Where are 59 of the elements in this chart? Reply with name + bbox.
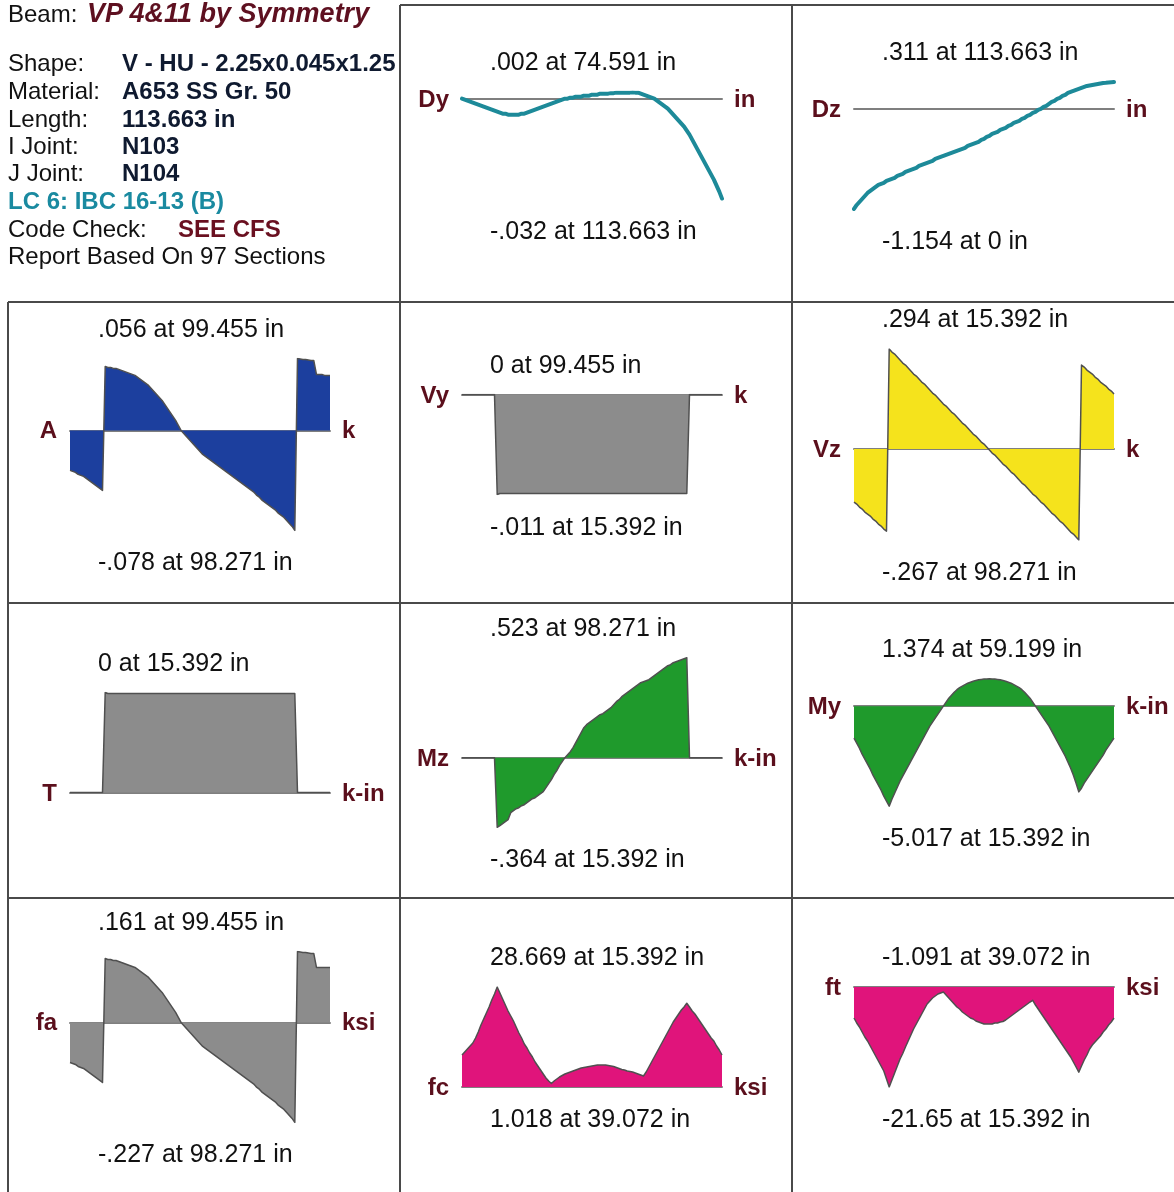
y2-axis-title: k-in bbox=[734, 743, 777, 772]
y2-axis-title: k bbox=[1126, 435, 1140, 463]
text: -.227 at 98.271 in bbox=[98, 1139, 293, 1168]
text: -.011 at 15.392 in bbox=[490, 511, 683, 540]
text: Report Based On 97 Sections bbox=[8, 242, 326, 270]
y2-axis-title: k-in bbox=[342, 778, 385, 807]
text: .311 at 113.663 in bbox=[882, 36, 1079, 66]
text: Length: bbox=[8, 105, 89, 133]
text: -5.017 at 15.392 in bbox=[882, 822, 1091, 852]
text: J Joint: bbox=[8, 159, 85, 187]
text: Material: bbox=[8, 77, 101, 105]
text: .523 at 98.271 in bbox=[490, 612, 677, 642]
text: N103 bbox=[122, 132, 180, 160]
y-axis-title: Dy bbox=[418, 84, 449, 113]
text: I Joint: bbox=[8, 132, 79, 160]
text: -1.091 at 39.072 in bbox=[882, 941, 1091, 971]
text: -1.154 at 0 in bbox=[882, 225, 1028, 255]
text: 28.669 at 15.392 in bbox=[490, 941, 705, 971]
y-axis-title: Vz bbox=[812, 435, 841, 463]
y-axis-title: fc bbox=[427, 1073, 449, 1101]
y-axis-title: A bbox=[39, 416, 57, 445]
y2-axis-title: ksi bbox=[1126, 973, 1160, 1001]
text: VP 4&11 by Symmetry bbox=[87, 0, 370, 30]
text: Code Check: bbox=[8, 215, 147, 243]
y-axis-title: ft bbox=[825, 973, 841, 1001]
y-axis-title: Dz bbox=[811, 95, 841, 123]
text: LC 6: IBC 16-13 (B) bbox=[8, 187, 225, 215]
text: 1.018 at 39.072 in bbox=[490, 1103, 691, 1133]
text: 1.374 at 59.199 in bbox=[882, 633, 1083, 663]
text: SEE CFS bbox=[178, 215, 281, 243]
y2-axis-title: in bbox=[1126, 95, 1148, 123]
text: -21.65 at 15.392 in bbox=[882, 1103, 1091, 1133]
text: V - HU - 2.25x0.045x1.25 bbox=[122, 49, 396, 77]
y-axis-title: T bbox=[42, 778, 57, 807]
text: 0 at 99.455 in bbox=[490, 349, 642, 378]
y2-axis-title: k bbox=[734, 380, 748, 409]
y2-axis-title: in bbox=[734, 84, 756, 113]
text: 113.663 in bbox=[122, 105, 236, 133]
text: .056 at 99.455 in bbox=[98, 313, 285, 342]
text: N104 bbox=[122, 159, 180, 187]
y-axis-title: My bbox=[807, 692, 841, 720]
y-axis-title: Vy bbox=[420, 380, 449, 409]
text: -.267 at 98.271 in bbox=[882, 556, 1077, 586]
text: .161 at 99.455 in bbox=[98, 906, 285, 935]
y2-axis-title: k bbox=[342, 416, 356, 445]
text: .294 at 15.392 in bbox=[882, 303, 1069, 333]
y2-axis-title: ksi bbox=[342, 1008, 376, 1037]
y2-axis-title: k-in bbox=[1126, 692, 1169, 720]
text: .002 at 74.591 in bbox=[490, 47, 677, 76]
text: -.078 at 98.271 in bbox=[98, 547, 293, 576]
text: A653 SS Gr. 50 bbox=[122, 77, 292, 105]
y-axis-title: fa bbox=[35, 1008, 57, 1037]
text: Beam: bbox=[8, 0, 78, 28]
y-axis-title: Mz bbox=[417, 743, 449, 772]
text: -.364 at 15.392 in bbox=[490, 843, 685, 873]
text: Shape: bbox=[8, 49, 85, 77]
y2-axis-title: ksi bbox=[734, 1073, 768, 1101]
text: 0 at 15.392 in bbox=[98, 647, 250, 676]
text: -.032 at 113.663 in bbox=[490, 215, 697, 244]
